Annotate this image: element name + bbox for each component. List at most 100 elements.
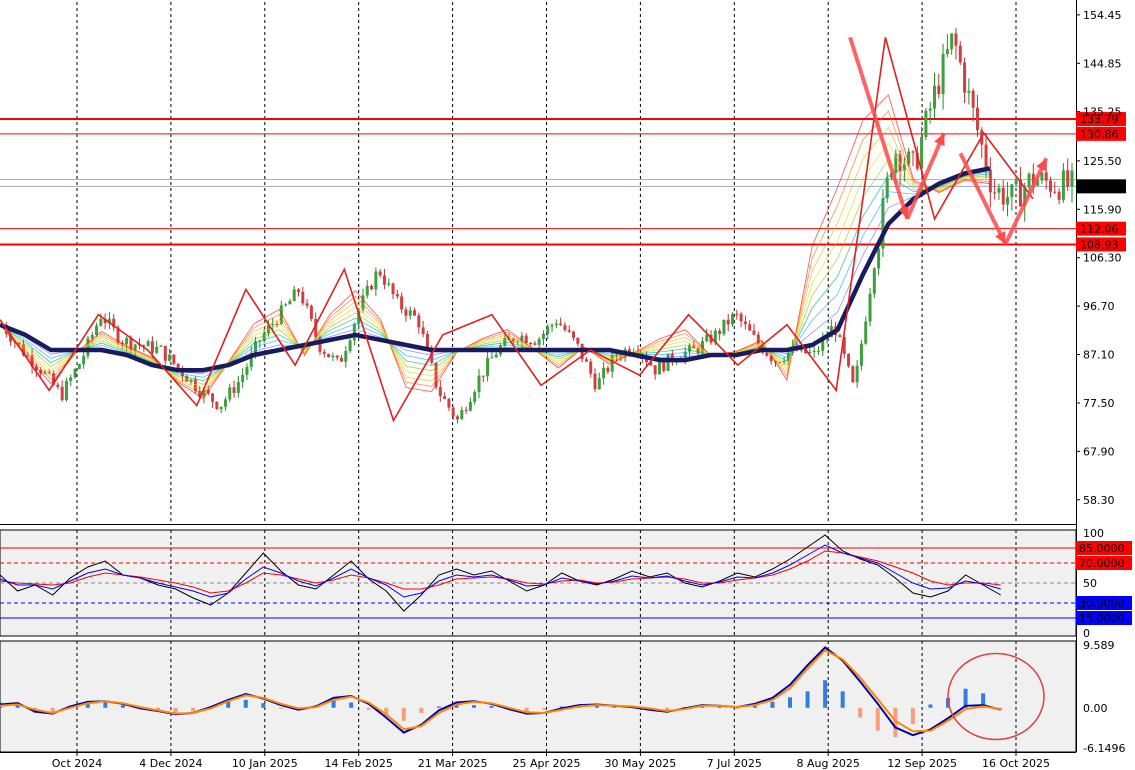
date-tick-label: 8 Aug 2025 bbox=[796, 757, 859, 770]
candle-body bbox=[112, 318, 116, 328]
candle-body bbox=[284, 304, 288, 306]
candle-body bbox=[1001, 187, 1005, 205]
candle-body bbox=[314, 318, 318, 337]
candle-body bbox=[541, 333, 545, 339]
candle-body bbox=[911, 151, 915, 153]
candle-body bbox=[821, 338, 825, 351]
rsi-tick-label: 0 bbox=[1083, 627, 1090, 640]
candle-body bbox=[838, 335, 842, 337]
candle-body bbox=[262, 333, 266, 341]
histogram-bar bbox=[524, 707, 529, 712]
candle-body bbox=[924, 110, 928, 137]
candle-body bbox=[425, 334, 429, 348]
price-tick-label: 106.30 bbox=[1083, 252, 1122, 265]
candle-body bbox=[211, 393, 215, 402]
candle-body bbox=[735, 313, 739, 315]
candle-body bbox=[657, 362, 661, 375]
histogram-bar bbox=[349, 702, 354, 708]
rsi-level-tag bbox=[1076, 556, 1132, 570]
candle-body bbox=[1036, 180, 1040, 186]
candle-body bbox=[348, 340, 352, 352]
histogram-bar bbox=[261, 703, 266, 708]
candle-body bbox=[696, 348, 700, 354]
candle-body bbox=[993, 192, 997, 194]
candle-body bbox=[692, 345, 696, 349]
histogram-bar bbox=[103, 701, 108, 708]
histogram-bar bbox=[788, 697, 793, 708]
price-level-tag bbox=[1076, 112, 1126, 127]
candle-body bbox=[82, 355, 86, 365]
moving-average-line bbox=[0, 166, 991, 373]
candle-body bbox=[168, 354, 172, 361]
candle-body bbox=[576, 337, 580, 344]
candle-body bbox=[563, 325, 567, 331]
histogram-bar bbox=[770, 701, 775, 708]
candle-body bbox=[731, 313, 735, 325]
candle-body bbox=[503, 338, 507, 346]
projection-arrow-shaft bbox=[958, 152, 1008, 245]
candle-body bbox=[279, 305, 283, 325]
candle-body bbox=[223, 399, 227, 407]
candle-body bbox=[249, 352, 253, 367]
rsi-tick-label: 100 bbox=[1083, 527, 1104, 540]
candle-body bbox=[451, 407, 455, 417]
candle-body bbox=[335, 355, 339, 358]
histogram-bar bbox=[840, 691, 845, 708]
candle-body bbox=[945, 49, 949, 55]
candle-body bbox=[705, 334, 709, 342]
candle-body bbox=[606, 367, 610, 372]
candle-body bbox=[954, 33, 958, 46]
histogram-bar bbox=[875, 707, 880, 731]
candle-body bbox=[907, 151, 911, 164]
histogram-bar bbox=[85, 701, 90, 708]
candle-body bbox=[77, 364, 81, 369]
date-tick-label: 12 Sep 2025 bbox=[887, 757, 957, 770]
candle-body bbox=[1006, 197, 1010, 205]
histogram-bar bbox=[173, 707, 178, 714]
price-tick-label: 135.25 bbox=[1083, 106, 1122, 119]
candle-body bbox=[666, 353, 670, 371]
histogram-bar bbox=[366, 707, 371, 710]
candle-body bbox=[357, 309, 361, 324]
plot-layer bbox=[0, 0, 1132, 756]
price-level-label: 130.86 bbox=[1080, 128, 1119, 141]
candle-body bbox=[1010, 184, 1014, 198]
candle-body bbox=[361, 295, 365, 310]
candle-body bbox=[47, 372, 51, 374]
candle-body bbox=[554, 323, 558, 326]
candle-body bbox=[73, 368, 77, 378]
price-tick-label: 87.10 bbox=[1083, 349, 1115, 362]
candle-body bbox=[1040, 172, 1044, 181]
candle-body bbox=[898, 153, 902, 171]
candle-body bbox=[842, 336, 846, 354]
candle-body bbox=[713, 330, 717, 343]
rsi-level-tag bbox=[1076, 541, 1132, 555]
candle-body bbox=[301, 291, 305, 304]
candle-body bbox=[56, 384, 60, 387]
candle-body bbox=[378, 271, 382, 276]
candle-body bbox=[447, 398, 451, 408]
histogram-bar bbox=[665, 707, 670, 711]
histogram-bar bbox=[981, 693, 986, 708]
candle-body bbox=[309, 305, 313, 319]
candle-body bbox=[589, 361, 593, 374]
histogram-bar bbox=[384, 707, 389, 716]
candle-body bbox=[593, 373, 597, 390]
candle-body bbox=[443, 396, 447, 399]
candle-body bbox=[490, 357, 494, 359]
price-tick-label: 144.85 bbox=[1083, 57, 1122, 70]
candle-body bbox=[851, 366, 855, 383]
candle-body bbox=[146, 341, 150, 347]
candle-body bbox=[537, 338, 541, 345]
rsi-level-tag bbox=[1076, 596, 1132, 610]
candle-body bbox=[473, 391, 477, 402]
projection-arrow-shaft bbox=[848, 36, 910, 220]
candle-body bbox=[352, 323, 356, 341]
histogram-bar bbox=[472, 705, 477, 708]
price-level-label: 108.93 bbox=[1080, 238, 1119, 251]
candle-body bbox=[477, 375, 481, 392]
candle-body bbox=[782, 361, 786, 363]
oscillator-line bbox=[0, 648, 1001, 733]
candle-body bbox=[920, 136, 924, 169]
price-tick-label: 67.90 bbox=[1083, 445, 1115, 458]
